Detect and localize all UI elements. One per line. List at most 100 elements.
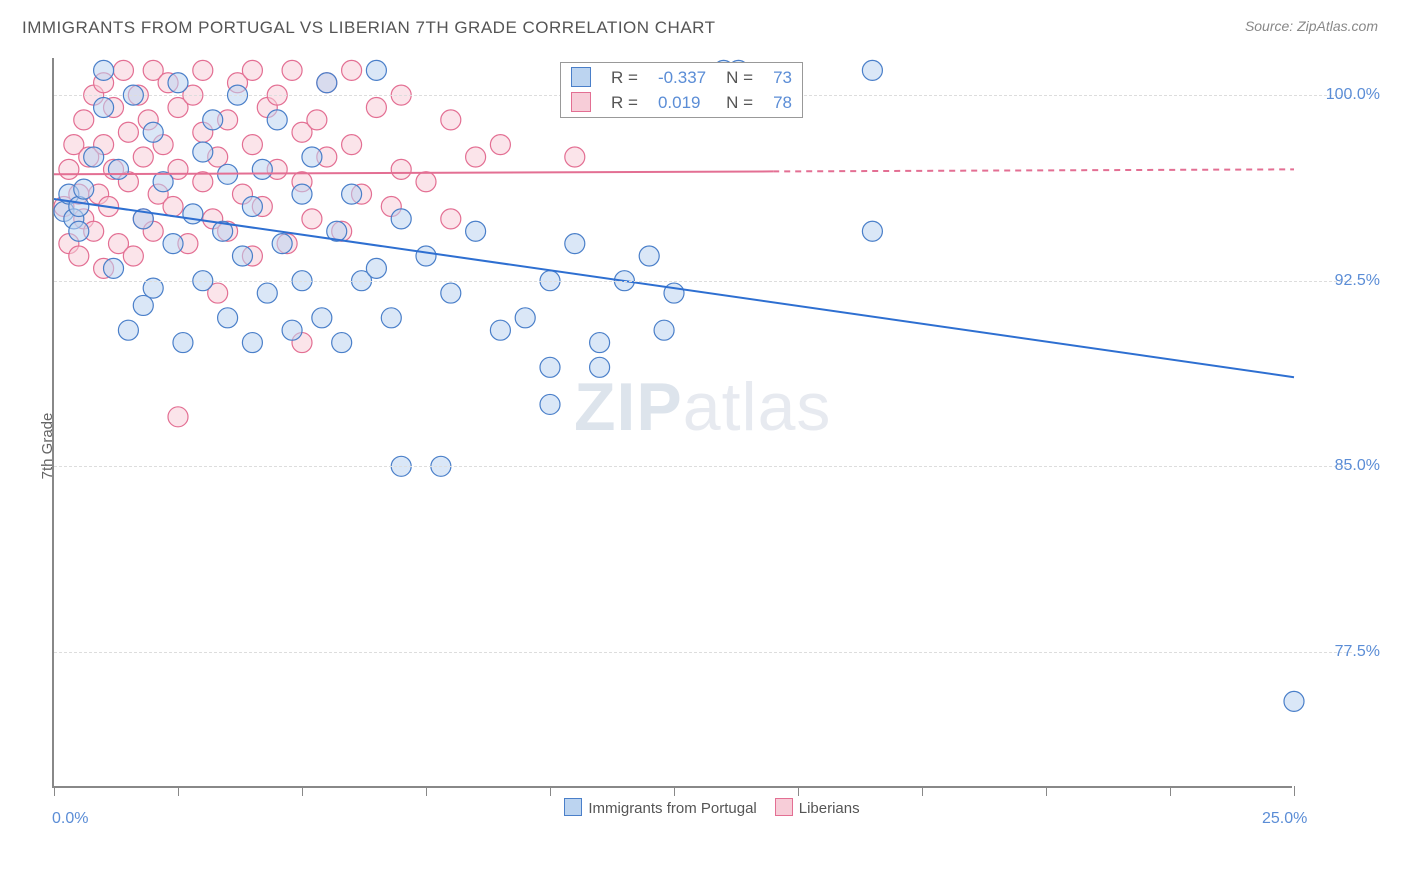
stats-row: R =-0.337N =73 bbox=[561, 65, 802, 90]
scatter-point bbox=[168, 407, 188, 427]
scatter-point bbox=[490, 320, 510, 340]
scatter-point bbox=[123, 246, 143, 266]
scatter-point bbox=[133, 295, 153, 315]
scatter-point bbox=[862, 60, 882, 80]
scatter-point bbox=[168, 73, 188, 93]
legend-swatch bbox=[564, 798, 582, 816]
legend-series-label: Liberians bbox=[799, 800, 860, 817]
scatter-point bbox=[441, 283, 461, 303]
scatter-point bbox=[59, 159, 79, 179]
stats-n-label: N = bbox=[716, 90, 763, 115]
scatter-point bbox=[540, 357, 560, 377]
scatter-point bbox=[108, 159, 128, 179]
scatter-point bbox=[118, 320, 138, 340]
scatter-point bbox=[193, 142, 213, 162]
stats-r-label: R = bbox=[601, 65, 648, 90]
scatter-point bbox=[173, 333, 193, 353]
scatter-point bbox=[342, 135, 362, 155]
scatter-point bbox=[84, 147, 104, 167]
scatter-point bbox=[317, 73, 337, 93]
scatter-point bbox=[104, 258, 124, 278]
scatter-point bbox=[302, 209, 322, 229]
scatter-point bbox=[466, 221, 486, 241]
scatter-point bbox=[143, 122, 163, 142]
scatter-point bbox=[312, 308, 332, 328]
source-attribution: Source: ZipAtlas.com bbox=[1245, 18, 1378, 34]
x-tick bbox=[54, 786, 55, 796]
scatter-point bbox=[862, 221, 882, 241]
x-tick bbox=[178, 786, 179, 796]
y-tick-label: 77.5% bbox=[1335, 643, 1380, 661]
y-tick-label: 92.5% bbox=[1335, 272, 1380, 290]
scatter-point bbox=[232, 246, 252, 266]
scatter-point bbox=[366, 97, 386, 117]
scatter-point bbox=[654, 320, 674, 340]
scatter-point bbox=[391, 159, 411, 179]
stats-r-value: 0.019 bbox=[648, 90, 716, 115]
scatter-point bbox=[282, 60, 302, 80]
x-tick bbox=[1294, 786, 1295, 796]
scatter-point bbox=[113, 60, 133, 80]
scatter-point bbox=[242, 333, 262, 353]
x-tick bbox=[798, 786, 799, 796]
scatter-point bbox=[292, 184, 312, 204]
scatter-point bbox=[381, 308, 401, 328]
scatter-point bbox=[163, 196, 183, 216]
scatter-point bbox=[118, 122, 138, 142]
scatter-point bbox=[466, 147, 486, 167]
stats-r-value: -0.337 bbox=[648, 65, 716, 90]
x-tick bbox=[426, 786, 427, 796]
legend-bottom: Immigrants from PortugalLiberians bbox=[0, 798, 1406, 817]
x-tick bbox=[674, 786, 675, 796]
chart-title: IMMIGRANTS FROM PORTUGAL VS LIBERIAN 7TH… bbox=[22, 18, 716, 38]
scatter-point bbox=[133, 147, 153, 167]
scatter-point bbox=[94, 60, 114, 80]
gridline-horizontal bbox=[54, 652, 1352, 653]
stats-r-label: R = bbox=[601, 90, 648, 115]
legend-swatch bbox=[775, 798, 793, 816]
scatter-plot-area: ZIPatlas 77.5%85.0%92.5%100.0% bbox=[52, 58, 1292, 788]
legend-swatch bbox=[571, 67, 591, 87]
x-tick bbox=[1170, 786, 1171, 796]
scatter-point bbox=[366, 258, 386, 278]
scatter-point bbox=[565, 234, 585, 254]
scatter-point bbox=[342, 60, 362, 80]
scatter-point bbox=[307, 110, 327, 130]
scatter-point bbox=[416, 172, 436, 192]
scatter-point bbox=[94, 97, 114, 117]
y-tick-label: 100.0% bbox=[1326, 86, 1380, 104]
scatter-point bbox=[1284, 691, 1304, 711]
stats-legend-box: R =-0.337N =73R =0.019N =78 bbox=[560, 62, 803, 118]
stats-n-value: 78 bbox=[763, 90, 802, 115]
scatter-point bbox=[441, 209, 461, 229]
scatter-point bbox=[267, 110, 287, 130]
scatter-point bbox=[69, 246, 89, 266]
scatter-point bbox=[252, 159, 272, 179]
scatter-point bbox=[242, 135, 262, 155]
scatter-point bbox=[515, 308, 535, 328]
scatter-point bbox=[590, 357, 610, 377]
scatter-point bbox=[302, 147, 322, 167]
scatter-point bbox=[69, 221, 89, 241]
scatter-point bbox=[590, 333, 610, 353]
scatter-point bbox=[490, 135, 510, 155]
stats-row: R =0.019N =78 bbox=[561, 90, 802, 115]
x-tick bbox=[302, 786, 303, 796]
scatter-point bbox=[282, 320, 302, 340]
stats-n-label: N = bbox=[716, 65, 763, 90]
scatter-point bbox=[74, 110, 94, 130]
scatter-point bbox=[242, 196, 262, 216]
scatter-point bbox=[272, 234, 292, 254]
scatter-point bbox=[366, 60, 386, 80]
stats-n-value: 73 bbox=[763, 65, 802, 90]
scatter-point bbox=[242, 60, 262, 80]
trend-line-extrapolated bbox=[773, 169, 1294, 171]
scatter-point bbox=[218, 308, 238, 328]
x-tick bbox=[922, 786, 923, 796]
scatter-point bbox=[639, 246, 659, 266]
scatter-point bbox=[416, 246, 436, 266]
scatter-point bbox=[74, 179, 94, 199]
scatter-point bbox=[342, 184, 362, 204]
x-tick bbox=[550, 786, 551, 796]
trend-line bbox=[54, 199, 1294, 377]
